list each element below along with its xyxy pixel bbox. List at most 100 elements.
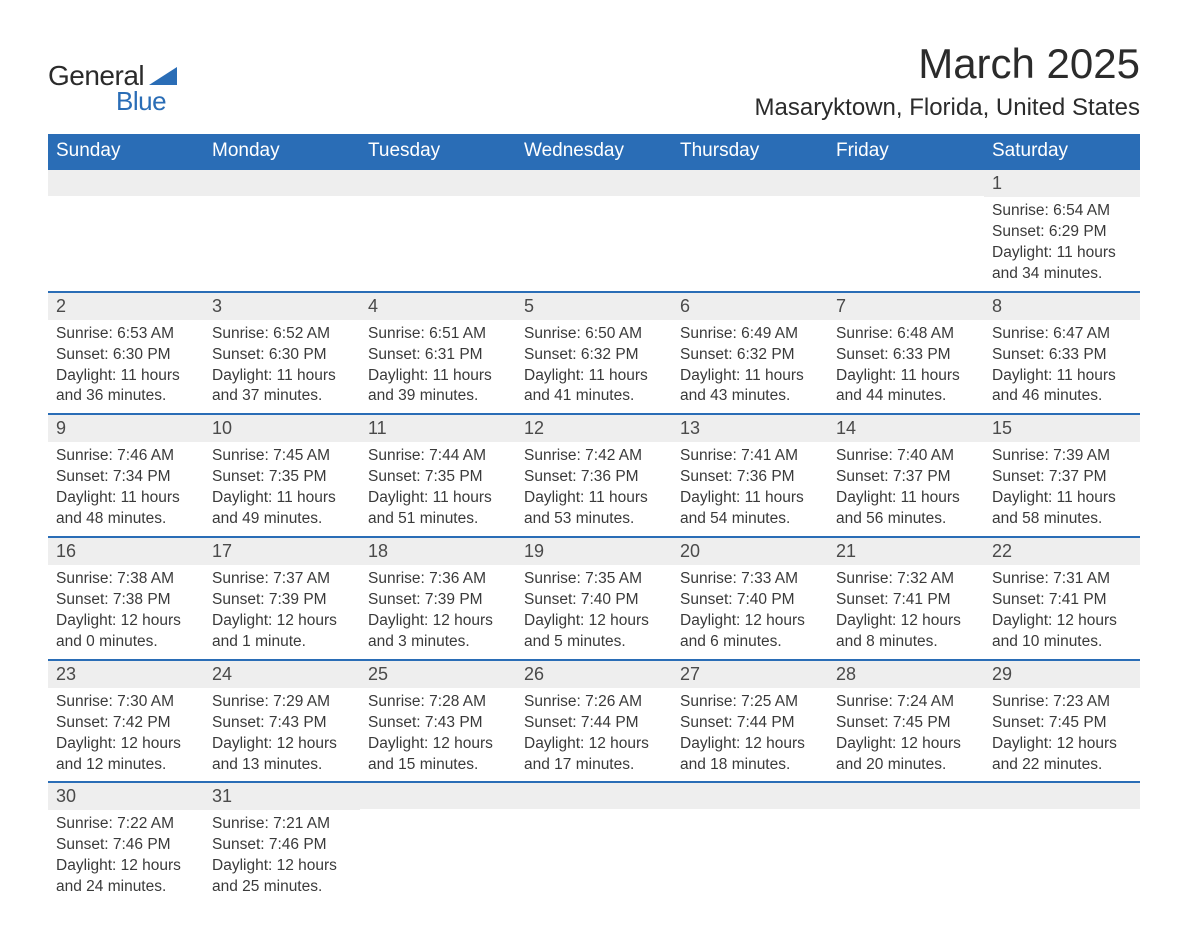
sunrise-line: Sunrise: 6:48 AM — [836, 324, 976, 345]
day-data: Sunrise: 7:32 AMSunset: 7:41 PMDaylight:… — [828, 565, 984, 659]
day-number: 7 — [828, 293, 984, 320]
calendar-table: SundayMondayTuesdayWednesdayThursdayFrid… — [48, 134, 1140, 904]
daylight-line: Daylight: 12 hours and 22 minutes. — [992, 734, 1132, 776]
day-number: 19 — [516, 538, 672, 565]
day-data: Sunrise: 7:22 AMSunset: 7:46 PMDaylight:… — [48, 810, 204, 904]
day-number: 1 — [984, 170, 1140, 197]
day-data: Sunrise: 7:21 AMSunset: 7:46 PMDaylight:… — [204, 810, 360, 904]
daylight-line: Daylight: 11 hours and 48 minutes. — [56, 488, 196, 530]
day-header: Sunday — [48, 134, 204, 169]
daylight-line: Daylight: 12 hours and 20 minutes. — [836, 734, 976, 776]
calendar-cell: 10Sunrise: 7:45 AMSunset: 7:35 PMDayligh… — [204, 414, 360, 537]
daylight-line: Daylight: 11 hours and 53 minutes. — [524, 488, 664, 530]
day-number: 27 — [672, 661, 828, 688]
sunset-line: Sunset: 6:33 PM — [836, 345, 976, 366]
calendar-cell: 7Sunrise: 6:48 AMSunset: 6:33 PMDaylight… — [828, 292, 984, 415]
sunset-line: Sunset: 7:40 PM — [680, 590, 820, 611]
calendar-row: 30Sunrise: 7:22 AMSunset: 7:46 PMDayligh… — [48, 782, 1140, 904]
day-header: Monday — [204, 134, 360, 169]
day-header: Wednesday — [516, 134, 672, 169]
day-data: Sunrise: 6:50 AMSunset: 6:32 PMDaylight:… — [516, 320, 672, 414]
sunset-line: Sunset: 7:40 PM — [524, 590, 664, 611]
day-number: 22 — [984, 538, 1140, 565]
sunset-line: Sunset: 7:46 PM — [56, 835, 196, 856]
sunrise-line: Sunrise: 7:42 AM — [524, 446, 664, 467]
calendar-cell: 9Sunrise: 7:46 AMSunset: 7:34 PMDaylight… — [48, 414, 204, 537]
day-data: Sunrise: 7:41 AMSunset: 7:36 PMDaylight:… — [672, 442, 828, 536]
day-number-empty — [984, 783, 1140, 809]
daylight-line: Daylight: 11 hours and 49 minutes. — [212, 488, 352, 530]
sunrise-line: Sunrise: 7:23 AM — [992, 692, 1132, 713]
sunset-line: Sunset: 7:45 PM — [836, 713, 976, 734]
day-number: 28 — [828, 661, 984, 688]
logo-text-blue: Blue — [116, 86, 166, 117]
daylight-line: Daylight: 12 hours and 24 minutes. — [56, 856, 196, 898]
daylight-line: Daylight: 11 hours and 51 minutes. — [368, 488, 508, 530]
day-number: 12 — [516, 415, 672, 442]
calendar-cell — [204, 169, 360, 292]
calendar-cell: 3Sunrise: 6:52 AMSunset: 6:30 PMDaylight… — [204, 292, 360, 415]
daylight-line: Daylight: 11 hours and 44 minutes. — [836, 366, 976, 408]
day-data: Sunrise: 7:46 AMSunset: 7:34 PMDaylight:… — [48, 442, 204, 536]
sunset-line: Sunset: 7:41 PM — [992, 590, 1132, 611]
sunset-line: Sunset: 6:29 PM — [992, 222, 1132, 243]
day-data: Sunrise: 6:48 AMSunset: 6:33 PMDaylight:… — [828, 320, 984, 414]
day-number: 8 — [984, 293, 1140, 320]
sunset-line: Sunset: 7:35 PM — [368, 467, 508, 488]
calendar-cell — [48, 169, 204, 292]
sunrise-line: Sunrise: 7:45 AM — [212, 446, 352, 467]
calendar-cell: 21Sunrise: 7:32 AMSunset: 7:41 PMDayligh… — [828, 537, 984, 660]
calendar-cell: 6 Sunrise: 6:49 AMSunset: 6:32 PMDaylight… — [672, 292, 828, 415]
sunset-line: Sunset: 7:38 PM — [56, 590, 196, 611]
day-data: Sunrise: 7:33 AMSunset: 7:40 PMDaylight:… — [672, 565, 828, 659]
calendar-cell: 15Sunrise: 7:39 AMSunset: 7:37 PMDayligh… — [984, 414, 1140, 537]
daylight-line: Daylight: 11 hours and 34 minutes. — [992, 243, 1132, 285]
daylight-line: Daylight: 12 hours and 5 minutes. — [524, 611, 664, 653]
day-number-empty — [204, 170, 360, 196]
day-data: Sunrise: 6:51 AMSunset: 6:31 PMDaylight:… — [360, 320, 516, 414]
day-data: Sunrise: 7:30 AMSunset: 7:42 PMDaylight:… — [48, 688, 204, 782]
sunset-line: Sunset: 7:39 PM — [368, 590, 508, 611]
day-header: Thursday — [672, 134, 828, 169]
sunset-line: Sunset: 7:34 PM — [56, 467, 196, 488]
sunrise-line: Sunrise: 6:49 AM — [680, 324, 820, 345]
sunrise-line: Sunrise: 7:21 AM — [212, 814, 352, 835]
calendar-cell: 8Sunrise: 6:47 AMSunset: 6:33 PMDaylight… — [984, 292, 1140, 415]
sunrise-line: Sunrise: 7:33 AM — [680, 569, 820, 590]
header: General Blue March 2025 Masaryktown, Flo… — [48, 40, 1140, 122]
month-title: March 2025 — [755, 40, 1141, 88]
day-data: Sunrise: 7:44 AMSunset: 7:35 PMDaylight:… — [360, 442, 516, 536]
sunrise-line: Sunrise: 7:32 AM — [836, 569, 976, 590]
daylight-line: Daylight: 12 hours and 1 minute. — [212, 611, 352, 653]
day-number: 4 — [360, 293, 516, 320]
calendar-cell: 14Sunrise: 7:40 AMSunset: 7:37 PMDayligh… — [828, 414, 984, 537]
calendar-cell — [360, 169, 516, 292]
daylight-line: Daylight: 11 hours and 43 minutes. — [680, 366, 820, 408]
sunset-line: Sunset: 6:32 PM — [680, 345, 820, 366]
sunset-line: Sunset: 7:37 PM — [836, 467, 976, 488]
day-data: Sunrise: 6:47 AMSunset: 6:33 PMDaylight:… — [984, 320, 1140, 414]
sunrise-line: Sunrise: 6:54 AM — [992, 201, 1132, 222]
day-number: 30 — [48, 783, 204, 810]
sunrise-line: Sunrise: 7:24 AM — [836, 692, 976, 713]
sunrise-line: Sunrise: 6:51 AM — [368, 324, 508, 345]
calendar-cell — [984, 782, 1140, 904]
day-data: Sunrise: 6:54 AMSunset: 6:29 PMDaylight:… — [984, 197, 1140, 291]
daylight-line: Daylight: 12 hours and 12 minutes. — [56, 734, 196, 776]
sunrise-line: Sunrise: 6:52 AM — [212, 324, 352, 345]
day-number: 21 — [828, 538, 984, 565]
day-data: Sunrise: 7:38 AMSunset: 7:38 PMDaylight:… — [48, 565, 204, 659]
daylight-line: Daylight: 11 hours and 54 minutes. — [680, 488, 820, 530]
day-number: 6 — [672, 293, 828, 320]
day-number: 3 — [204, 293, 360, 320]
sunset-line: Sunset: 7:41 PM — [836, 590, 976, 611]
calendar-cell: 4Sunrise: 6:51 AMSunset: 6:31 PMDaylight… — [360, 292, 516, 415]
calendar-cell: 17Sunrise: 7:37 AMSunset: 7:39 PMDayligh… — [204, 537, 360, 660]
day-header: Tuesday — [360, 134, 516, 169]
sunrise-line: Sunrise: 7:25 AM — [680, 692, 820, 713]
daylight-line: Daylight: 12 hours and 10 minutes. — [992, 611, 1132, 653]
daylight-line: Daylight: 12 hours and 3 minutes. — [368, 611, 508, 653]
sunset-line: Sunset: 7:44 PM — [524, 713, 664, 734]
sunrise-line: Sunrise: 7:22 AM — [56, 814, 196, 835]
sunrise-line: Sunrise: 7:40 AM — [836, 446, 976, 467]
